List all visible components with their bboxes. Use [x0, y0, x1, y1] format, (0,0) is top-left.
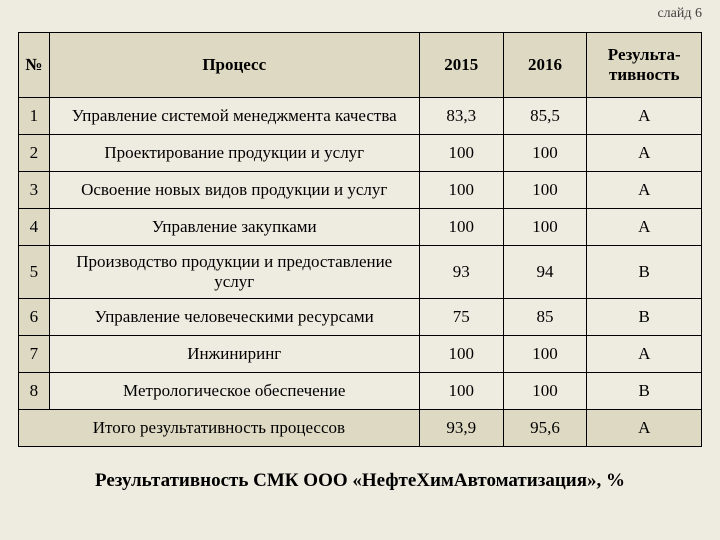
cell-process: Управление человеческими ресурсами: [49, 299, 419, 336]
table-row: 2Проектирование продукции и услуг100100А: [19, 135, 702, 172]
cell-2016: 100: [503, 172, 587, 209]
cell-process: Управление закупками: [49, 209, 419, 246]
slide-number: слайд 6: [657, 6, 702, 22]
cell-result: А: [587, 98, 702, 135]
cell-process: Метрологическое обеспечение: [49, 373, 419, 410]
cell-num: 5: [19, 246, 50, 299]
cell-result: А: [587, 172, 702, 209]
cell-num: 6: [19, 299, 50, 336]
table-row: 4Управление закупками100100А: [19, 209, 702, 246]
header-result: Результа-тивность: [587, 33, 702, 98]
cell-2015: 93: [419, 246, 503, 299]
cell-result: А: [587, 209, 702, 246]
table-row: 8Метрологическое обеспечение100100В: [19, 373, 702, 410]
table-row: 1Управление системой менеджмента качеств…: [19, 98, 702, 135]
cell-2016: 85: [503, 299, 587, 336]
cell-process: Проектирование продукции и услуг: [49, 135, 419, 172]
cell-num: 8: [19, 373, 50, 410]
cell-2015: 100: [419, 373, 503, 410]
total-2016: 95,6: [503, 410, 587, 447]
cell-result: В: [587, 299, 702, 336]
header-2016: 2016: [503, 33, 587, 98]
cell-result: В: [587, 373, 702, 410]
cell-2016: 100: [503, 373, 587, 410]
cell-num: 7: [19, 336, 50, 373]
slide: слайд 6 № Процесс 2015 2016 Результа-тив…: [0, 0, 720, 540]
header-process: Процесс: [49, 33, 419, 98]
cell-2015: 100: [419, 135, 503, 172]
results-table-container: № Процесс 2015 2016 Результа-тивность 1У…: [18, 32, 702, 447]
cell-num: 4: [19, 209, 50, 246]
results-table: № Процесс 2015 2016 Результа-тивность 1У…: [18, 32, 702, 447]
cell-2015: 100: [419, 336, 503, 373]
total-2015: 93,9: [419, 410, 503, 447]
table-body: 1Управление системой менеджмента качеств…: [19, 98, 702, 447]
cell-result: А: [587, 336, 702, 373]
total-label: Итого результативность процессов: [19, 410, 420, 447]
header-2015: 2015: [419, 33, 503, 98]
cell-2015: 100: [419, 209, 503, 246]
cell-num: 1: [19, 98, 50, 135]
table-row: 6Управление человеческими ресурсами7585В: [19, 299, 702, 336]
cell-process: Освоение новых видов продукции и услуг: [49, 172, 419, 209]
cell-process: Производство продукции и предоставление …: [49, 246, 419, 299]
cell-num: 2: [19, 135, 50, 172]
table-row: 3Освоение новых видов продукции и услуг1…: [19, 172, 702, 209]
total-result: А: [587, 410, 702, 447]
cell-result: А: [587, 135, 702, 172]
cell-2016: 85,5: [503, 98, 587, 135]
table-row: 5Производство продукции и предоставление…: [19, 246, 702, 299]
cell-process: Управление системой менеджмента качества: [49, 98, 419, 135]
table-total-row: Итого результативность процессов93,995,6…: [19, 410, 702, 447]
cell-2016: 100: [503, 135, 587, 172]
cell-2015: 75: [419, 299, 503, 336]
table-row: 7Инжиниринг100100А: [19, 336, 702, 373]
table-header-row: № Процесс 2015 2016 Результа-тивность: [19, 33, 702, 98]
cell-2016: 100: [503, 209, 587, 246]
cell-2016: 94: [503, 246, 587, 299]
cell-2015: 83,3: [419, 98, 503, 135]
header-num: №: [19, 33, 50, 98]
cell-2015: 100: [419, 172, 503, 209]
slide-caption: Результативность СМК ООО «НефтеХимАвтома…: [0, 470, 720, 492]
cell-result: В: [587, 246, 702, 299]
cell-num: 3: [19, 172, 50, 209]
cell-process: Инжиниринг: [49, 336, 419, 373]
cell-2016: 100: [503, 336, 587, 373]
